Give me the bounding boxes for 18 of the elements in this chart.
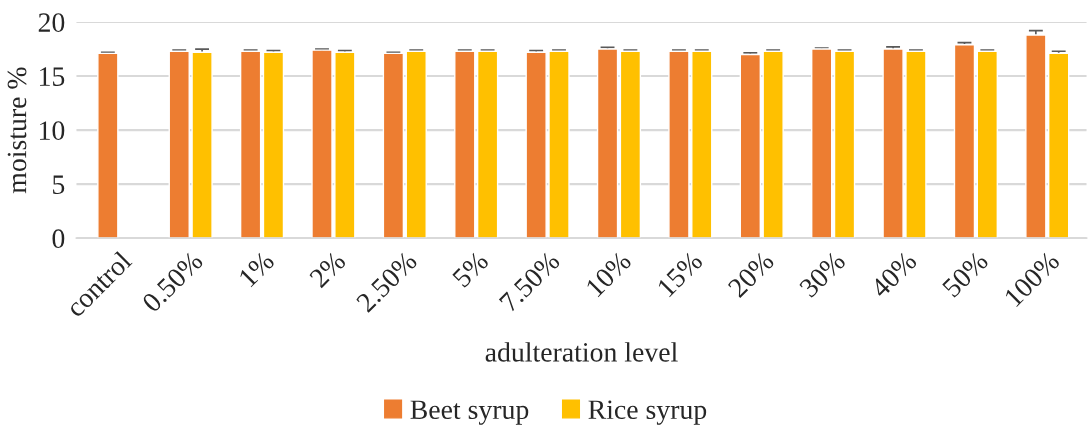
x-tick-label: 15% xyxy=(656,250,704,298)
x-tick-label: 1% xyxy=(238,250,276,288)
x-tick-label: 2% xyxy=(308,250,347,289)
x-tick-label: 40% xyxy=(869,250,918,299)
x-tick-label: 50% xyxy=(941,250,990,298)
x-tick-label: 30% xyxy=(798,250,847,299)
y-tick-label: 15 xyxy=(39,67,65,86)
y-tick-label: 5 xyxy=(53,175,65,195)
y-tick-label: 20 xyxy=(38,13,65,32)
y-tick-label: 10 xyxy=(39,121,65,141)
x-tick-label: 20% xyxy=(727,250,775,299)
legend-label: Beet syrup xyxy=(410,400,529,425)
legend-label: Rice syrup xyxy=(588,400,707,425)
x-axis-title: adulteration level xyxy=(485,342,678,362)
x-tick-label: 5% xyxy=(451,250,490,289)
y-tick-label: 0 xyxy=(52,229,65,249)
x-tick-label: 10% xyxy=(585,250,633,298)
y-axis-title: moisture % xyxy=(7,67,27,194)
